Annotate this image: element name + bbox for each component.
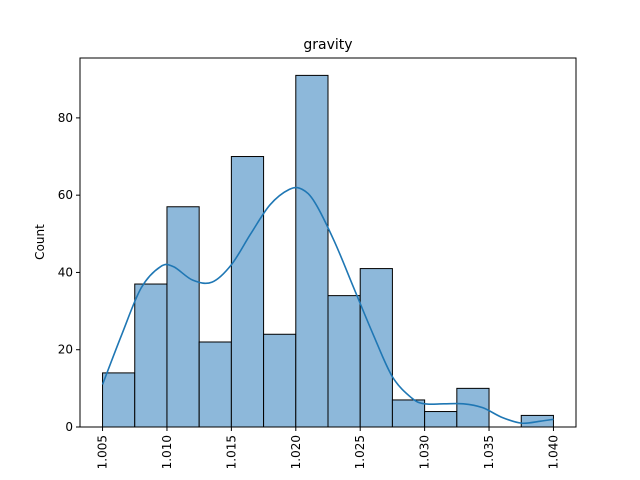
histogram-bar: [166, 206, 200, 428]
y-tick-label: 0: [65, 420, 73, 434]
x-tick-label: 1.025: [353, 435, 367, 469]
x-axis: 1.005 1.010 1.015 1.020 1.025 1.030 1.035 1.040: [96, 427, 560, 469]
histogram-bar: [359, 268, 393, 428]
histogram-bar: [102, 372, 136, 428]
y-axis-label: Count: [33, 224, 47, 260]
histogram-bar: [230, 156, 265, 428]
y-tick-label: 40: [58, 265, 73, 279]
chart-title: gravity: [303, 37, 352, 53]
histogram-bar: [327, 295, 361, 428]
x-tick-label: 1.020: [289, 435, 303, 469]
x-tick-label: 1.040: [546, 435, 560, 469]
x-tick-label: 1.030: [418, 435, 432, 469]
y-axis: 0 20 40 60 80: [58, 111, 80, 434]
bars-group: [102, 74, 554, 428]
y-tick-label: 60: [58, 188, 73, 202]
y-tick-label: 20: [58, 343, 73, 357]
histogram-bar: [263, 333, 297, 428]
histogram-bar: [295, 74, 329, 428]
histogram-bar: [424, 411, 458, 428]
plot-area-frame: [79, 57, 577, 428]
histogram-bar: [134, 283, 168, 428]
histogram-bar: [198, 341, 232, 428]
histogram-bar: [391, 399, 426, 428]
y-tick-label: 80: [58, 111, 73, 125]
x-tick-label: 1.035: [482, 435, 496, 469]
x-tick-label: 1.015: [224, 435, 238, 469]
x-tick-label: 1.010: [160, 435, 174, 469]
kde-curve: [101, 186, 554, 425]
x-tick-label: 1.005: [96, 435, 110, 469]
